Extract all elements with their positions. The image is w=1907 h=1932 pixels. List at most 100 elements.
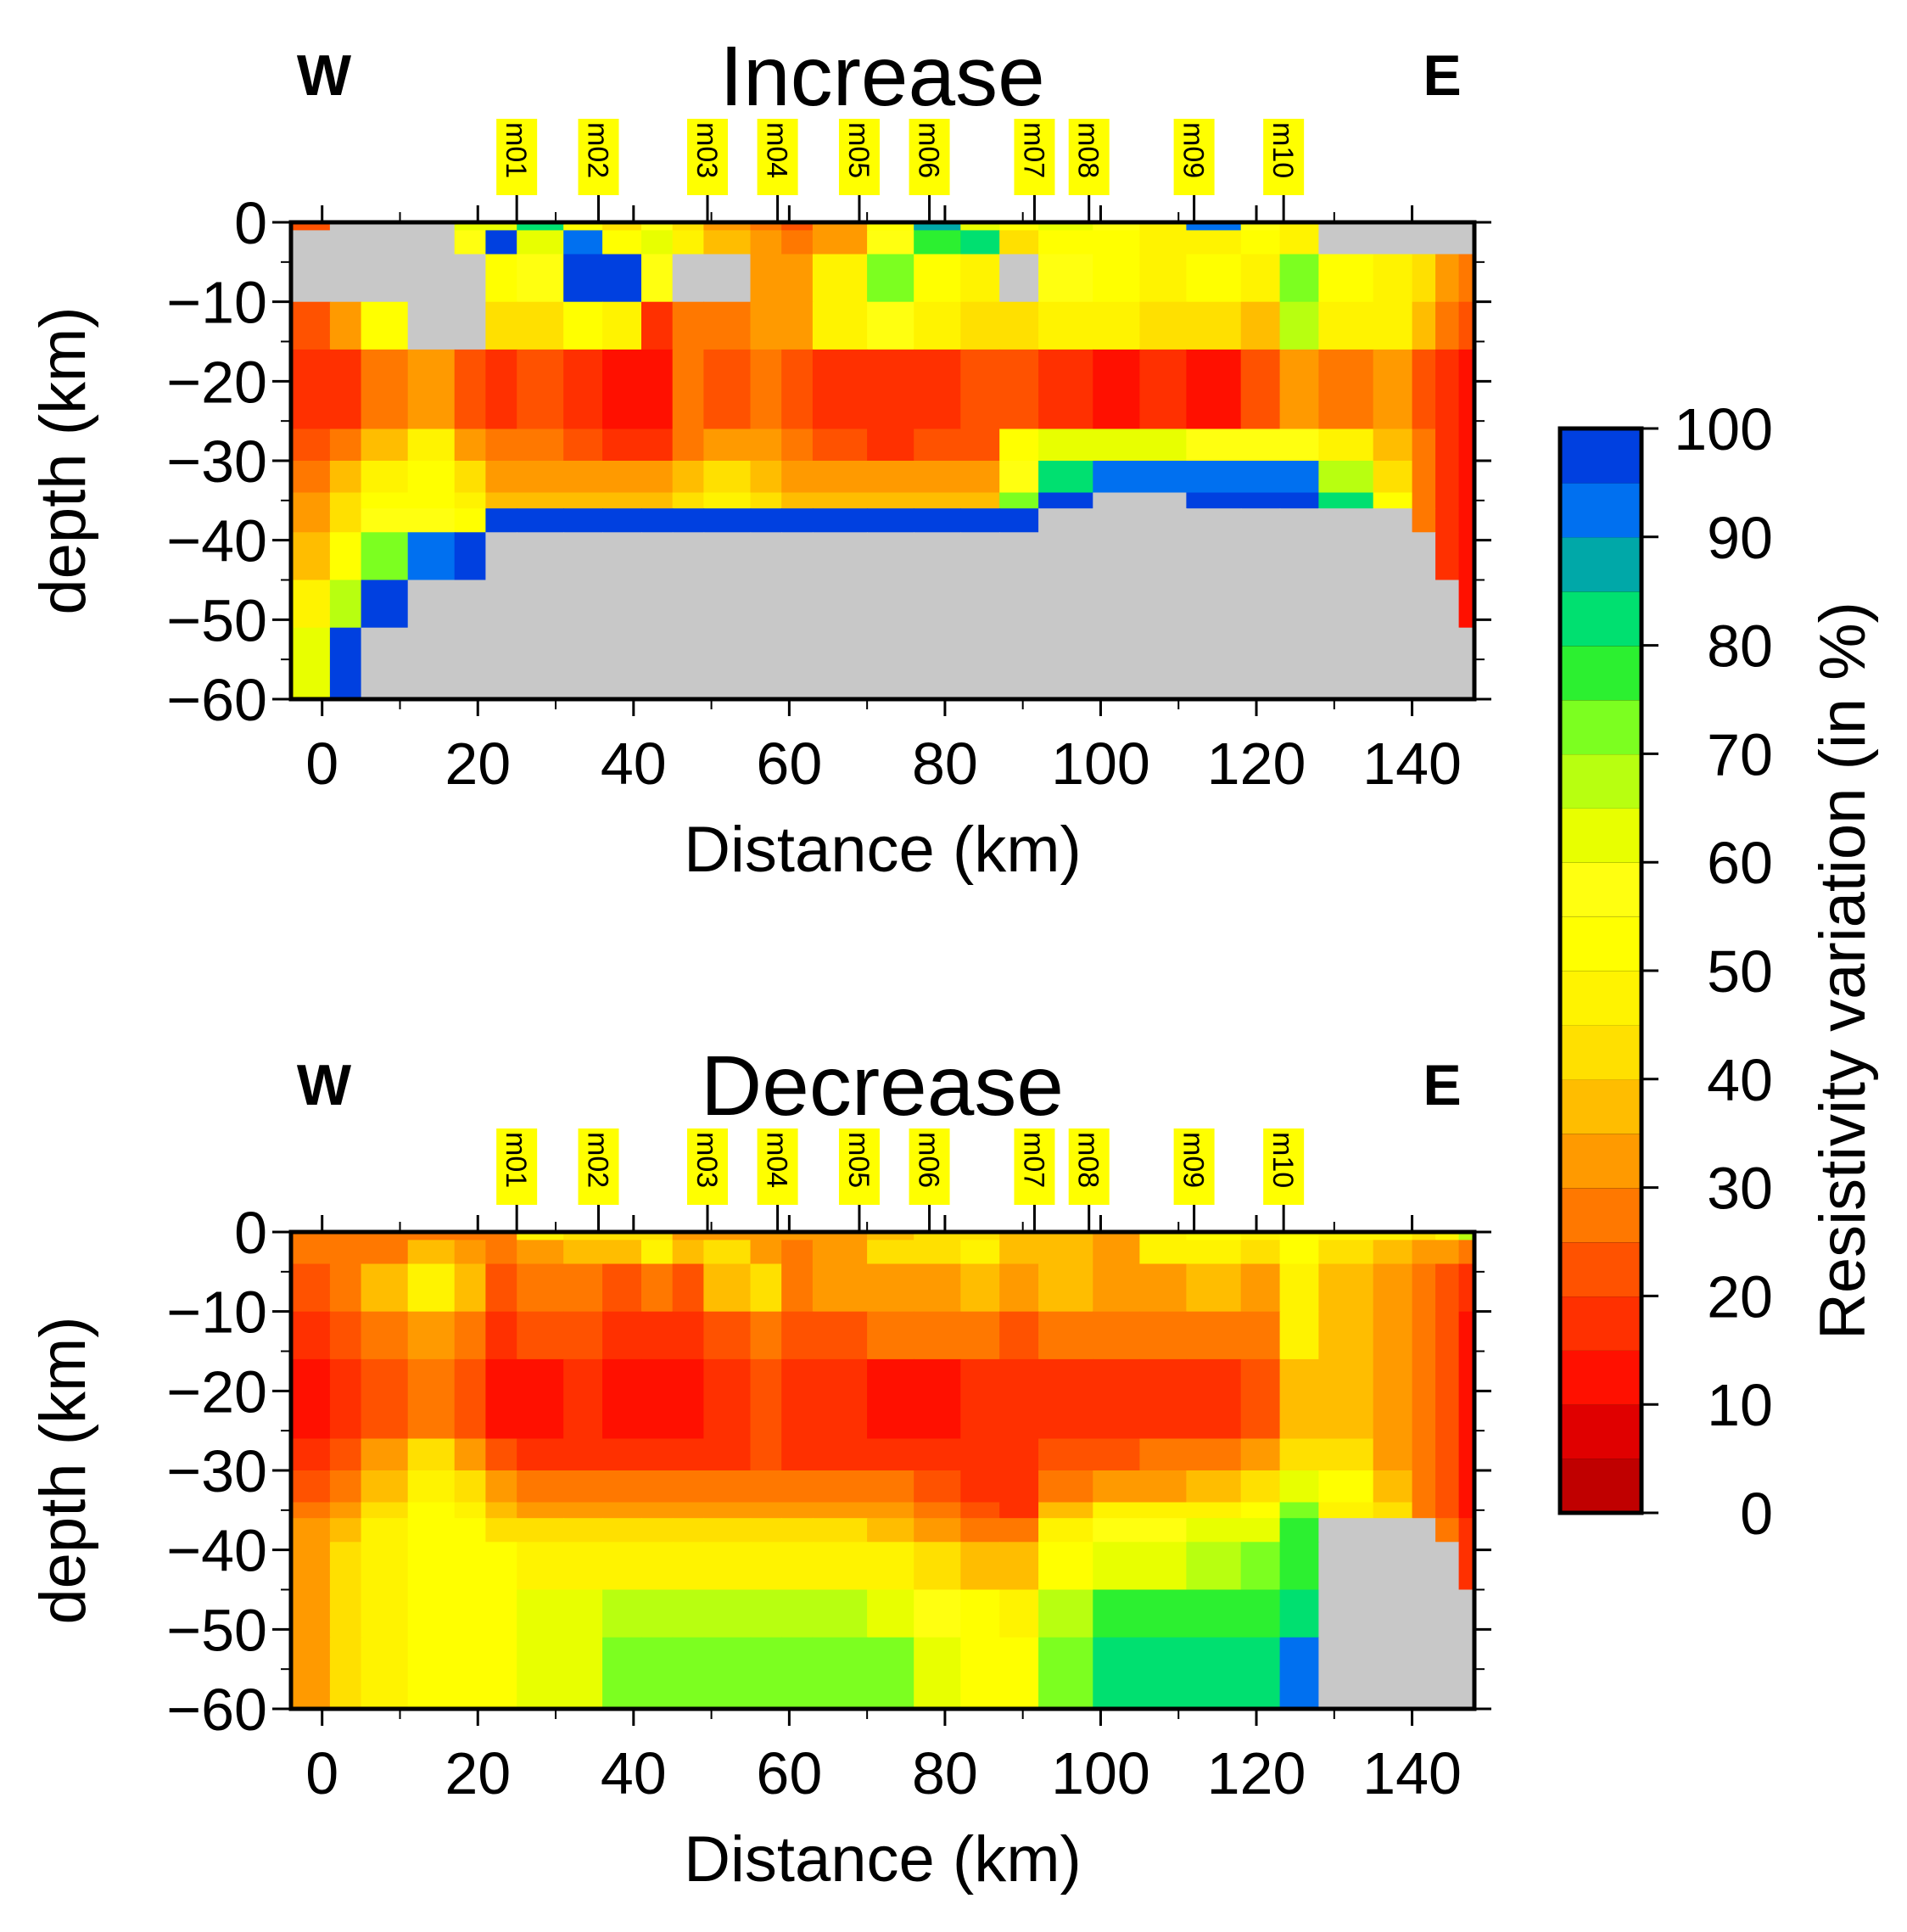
masked-cell bbox=[1412, 580, 1436, 629]
heatmap-cell bbox=[867, 1637, 914, 1710]
masked-cell bbox=[1139, 492, 1188, 509]
heatmap-cell bbox=[1435, 1311, 1460, 1360]
heatmap-cell bbox=[1186, 222, 1242, 232]
heatmap-cell bbox=[960, 461, 1000, 494]
masked-cell bbox=[999, 254, 1039, 303]
heatmap-cell bbox=[1093, 301, 1141, 350]
heatmap-cell bbox=[291, 428, 331, 462]
heatmap-cell bbox=[454, 1263, 487, 1313]
heatmap-cell bbox=[329, 627, 362, 700]
masked-cell bbox=[361, 222, 409, 232]
heatmap-cell bbox=[1139, 1470, 1188, 1504]
heatmap-cell bbox=[960, 1542, 1000, 1591]
masked-cell bbox=[750, 580, 782, 629]
masked-cell bbox=[672, 532, 705, 581]
masked-cell bbox=[672, 254, 705, 303]
heatmap-cell bbox=[407, 492, 456, 509]
heatmap-cell bbox=[563, 1232, 603, 1241]
heatmap-cell bbox=[1186, 230, 1242, 255]
masked-cell bbox=[454, 301, 487, 350]
heatmap-cell bbox=[1373, 1240, 1413, 1265]
masked-cell bbox=[1435, 580, 1460, 629]
heatmap-cell bbox=[781, 428, 814, 462]
heatmap-cell bbox=[485, 1358, 517, 1440]
heatmap-cell bbox=[867, 1470, 914, 1504]
heatmap-cell bbox=[563, 461, 603, 494]
heatmap-cell bbox=[960, 1637, 1000, 1710]
heatmap-cell bbox=[1240, 1637, 1281, 1710]
masked-cell bbox=[1373, 1637, 1413, 1710]
masked-cell bbox=[1412, 1637, 1436, 1710]
station-label-box bbox=[838, 119, 880, 195]
masked-cell bbox=[602, 580, 642, 629]
heatmap-cell bbox=[812, 508, 868, 534]
heatmap-cell bbox=[812, 1518, 868, 1543]
colorbar-swatch bbox=[1560, 536, 1641, 592]
heatmap-cell bbox=[914, 1263, 962, 1313]
heatmap-cell bbox=[1279, 1263, 1320, 1313]
x-tick-label: 20 bbox=[445, 1740, 511, 1806]
masked-cell bbox=[1093, 492, 1141, 509]
station-label: m01 bbox=[500, 122, 532, 178]
station-m06: m06 bbox=[909, 1128, 950, 1232]
heatmap-cell bbox=[914, 254, 962, 303]
heatmap-cell bbox=[812, 301, 868, 350]
heatmap-cell bbox=[1139, 461, 1188, 494]
heatmap-cell bbox=[1318, 301, 1374, 350]
station-label: m07 bbox=[1017, 1132, 1049, 1188]
masked-cell bbox=[999, 627, 1039, 700]
heatmap-cell bbox=[960, 492, 1000, 509]
heatmap-cell bbox=[1412, 1311, 1436, 1360]
heatmap-cell bbox=[1318, 1232, 1374, 1241]
heatmap-cell bbox=[517, 1518, 565, 1543]
station-label: m03 bbox=[691, 122, 723, 178]
heatmap-cell bbox=[1139, 222, 1188, 232]
heatmap-cell bbox=[1186, 349, 1242, 430]
heatmap-cell bbox=[781, 1311, 814, 1360]
heatmap-cell bbox=[960, 1232, 1000, 1241]
heatmap-cell bbox=[960, 222, 1000, 232]
heatmap-cell bbox=[361, 580, 409, 629]
masked-cell bbox=[1435, 222, 1460, 232]
heatmap-cell bbox=[914, 1502, 962, 1519]
heatmap-cell bbox=[960, 428, 1000, 462]
x-tick-label: 140 bbox=[1362, 1740, 1462, 1806]
heatmap-cell bbox=[361, 428, 409, 462]
masked-cell bbox=[1139, 508, 1188, 534]
heatmap-cell bbox=[1458, 1438, 1475, 1471]
heatmap-cell bbox=[485, 1311, 517, 1360]
heatmap-cell bbox=[1279, 301, 1320, 350]
heatmap-cell bbox=[750, 508, 782, 534]
heatmap-cell bbox=[329, 492, 362, 509]
heatmap-cell bbox=[750, 254, 782, 303]
heatmap-cell bbox=[1318, 1358, 1374, 1440]
heatmap-cell bbox=[407, 428, 456, 462]
station-label-box bbox=[757, 1128, 798, 1205]
x-axis-label: Distance (km) bbox=[684, 1823, 1082, 1896]
masked-cell bbox=[1318, 222, 1374, 232]
heatmap-cell bbox=[407, 1470, 456, 1504]
heatmap-cell bbox=[291, 532, 331, 581]
heatmap-cell bbox=[641, 1518, 674, 1543]
station-label-box bbox=[496, 1128, 538, 1205]
station-label-box bbox=[1014, 119, 1055, 195]
x-tick-label: 80 bbox=[912, 731, 978, 797]
heatmap-cell bbox=[703, 349, 752, 430]
heatmap-cell bbox=[1279, 1542, 1320, 1591]
heatmap-cell bbox=[1093, 1240, 1141, 1265]
heatmap-cell bbox=[1139, 1637, 1188, 1710]
heatmap-cell bbox=[750, 1240, 782, 1265]
heatmap-cell bbox=[361, 1263, 409, 1313]
heatmap-cell bbox=[781, 1232, 814, 1241]
heatmap-cell bbox=[750, 1232, 782, 1241]
heatmap-cell bbox=[867, 349, 914, 430]
heatmap-cell bbox=[407, 1518, 456, 1543]
station-m03: m03 bbox=[687, 1128, 729, 1232]
station-label: m02 bbox=[582, 122, 614, 178]
station-label: m06 bbox=[913, 1132, 945, 1188]
masked-cell bbox=[1435, 1589, 1460, 1638]
heatmap-cell bbox=[867, 1518, 914, 1543]
station-m05: m05 bbox=[838, 1128, 880, 1232]
heatmap-cell bbox=[914, 1637, 962, 1710]
heatmap-cell bbox=[867, 301, 914, 350]
